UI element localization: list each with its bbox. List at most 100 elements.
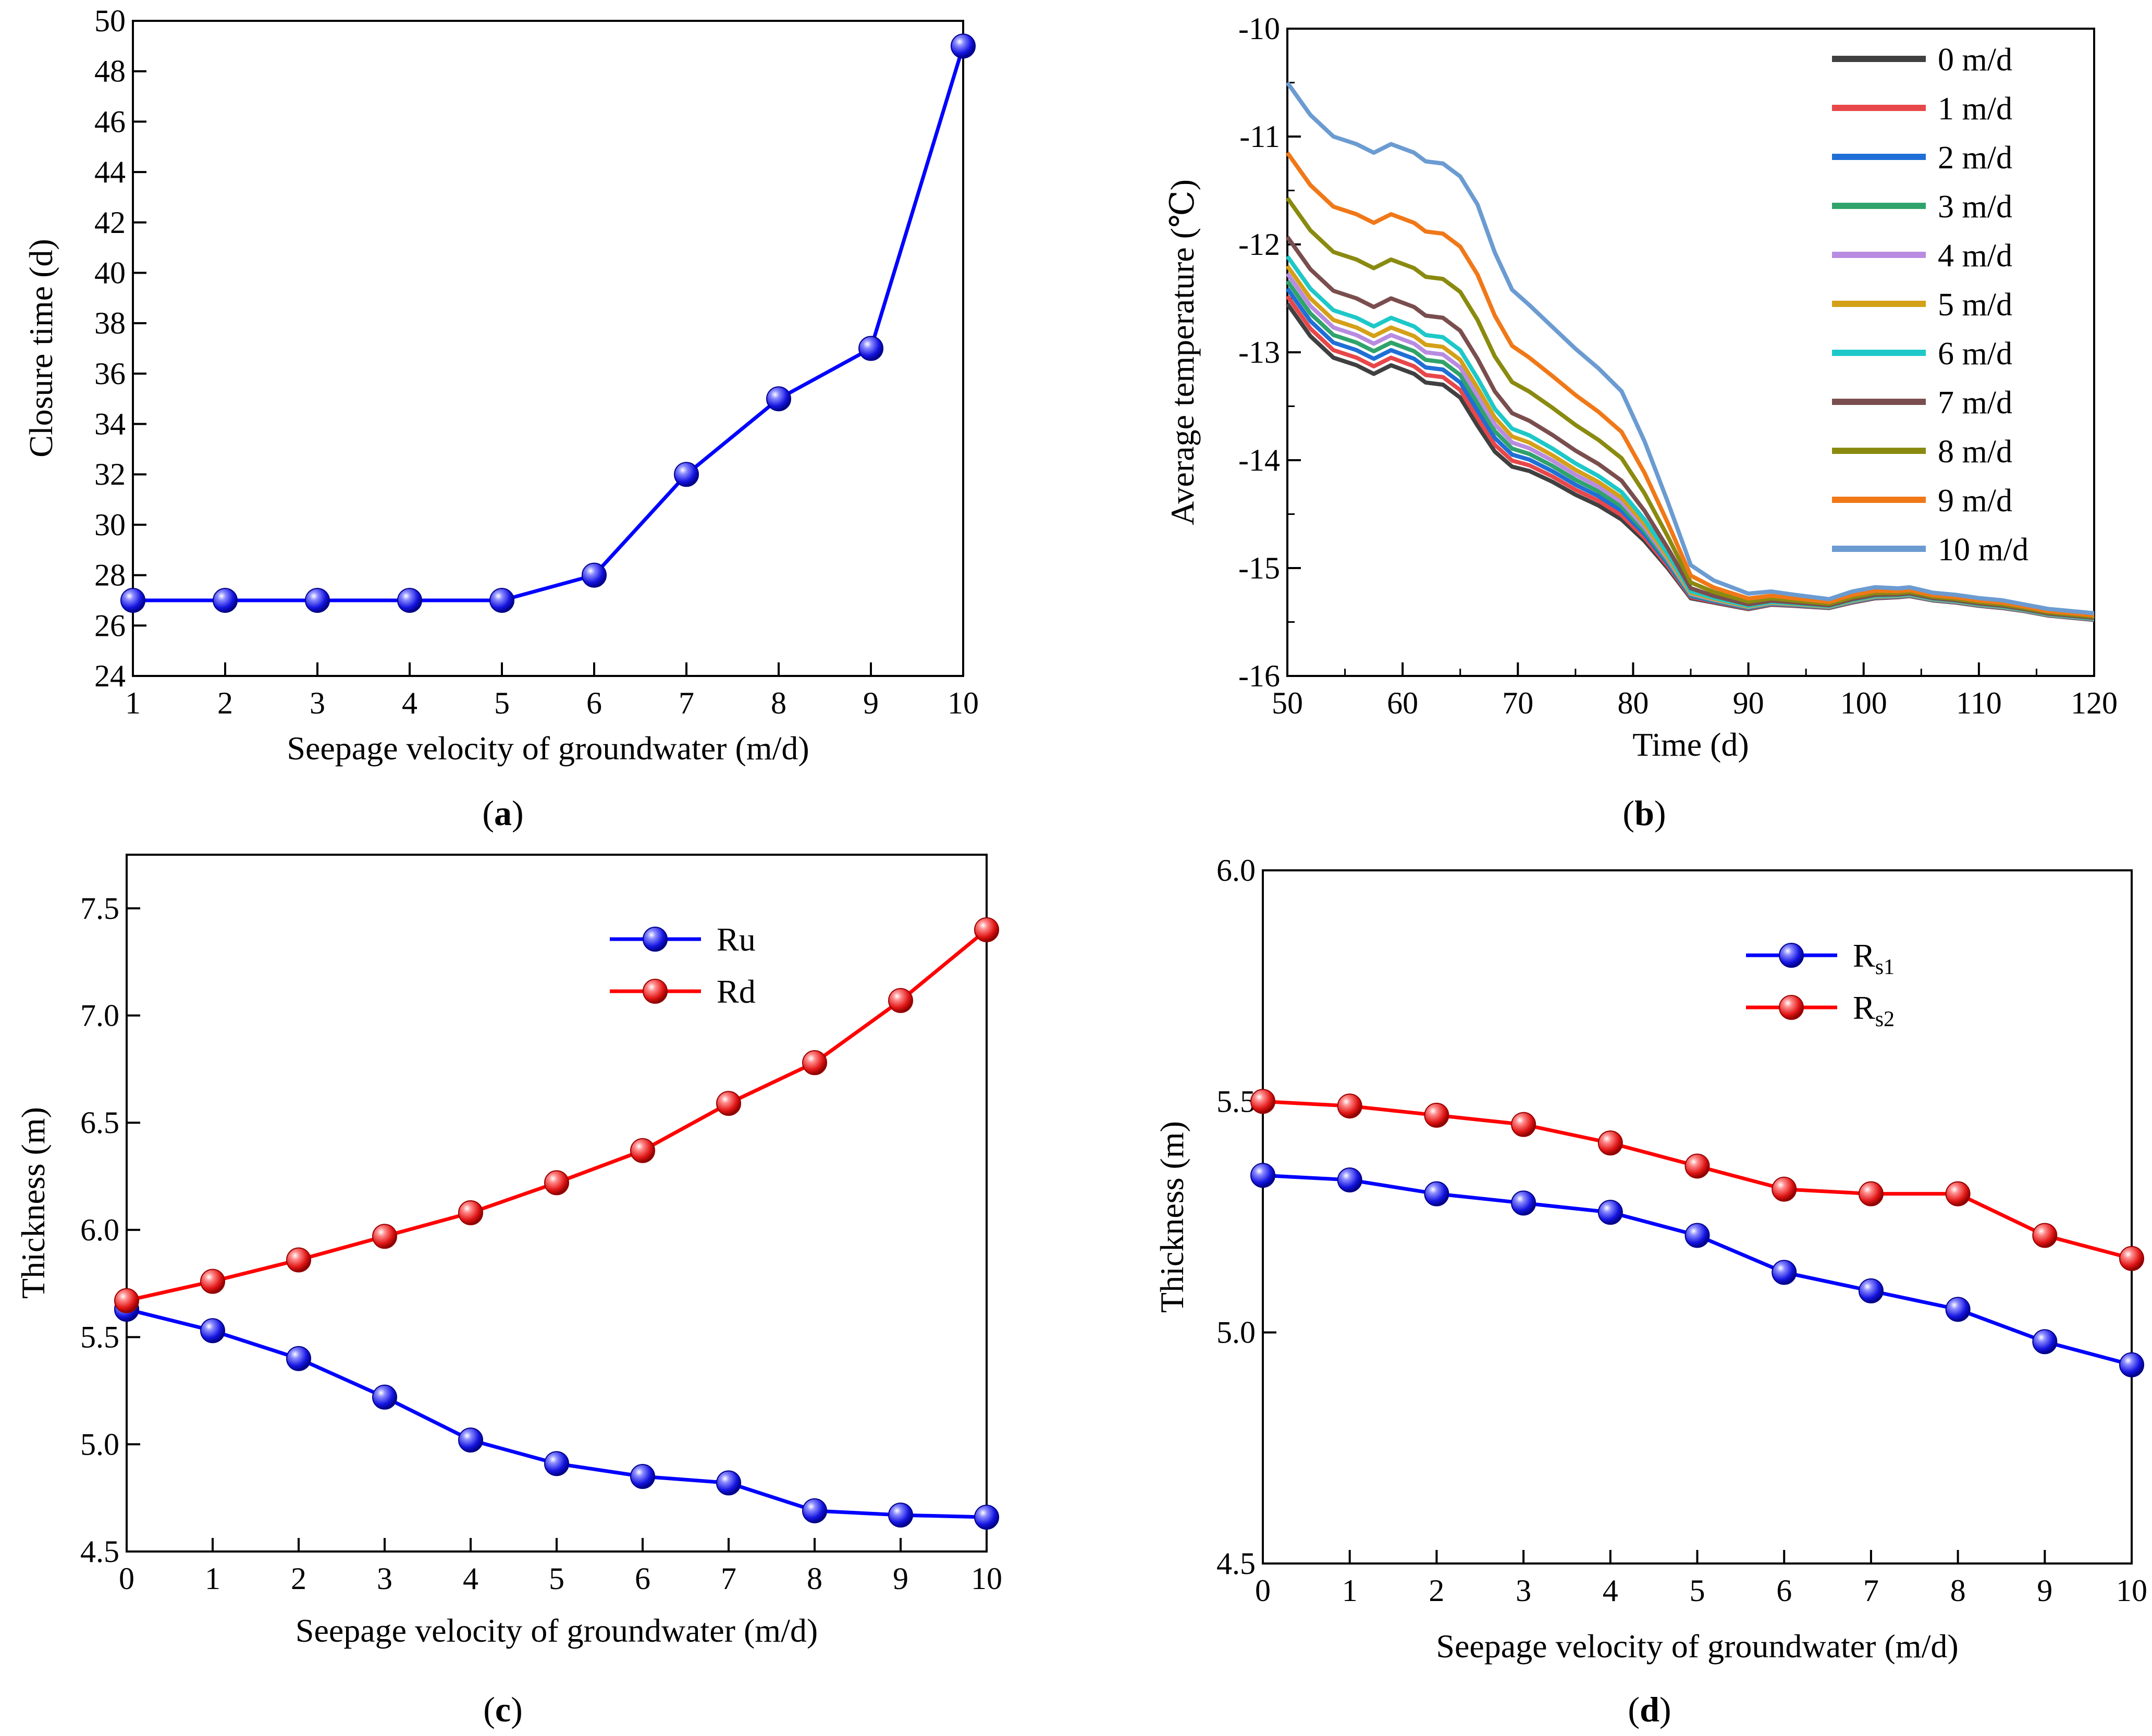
x-tick-label-b: 50 [1272,686,1303,720]
x-tick-label-c: 1 [205,1561,220,1596]
legend-label-c: Rd [717,973,756,1010]
x-tick-label-c: 4 [463,1561,478,1596]
data-point-d-Rs2 [1597,1130,1623,1156]
y-tick-label-a: 34 [94,407,126,441]
y-tick-label-a: 48 [94,54,126,89]
data-point-d-Rs2 [2119,1246,2144,1271]
panel-label-d: (d) [1628,1690,1671,1729]
data-point-c-Rd [974,917,999,942]
series-line-d-Rs1 [1262,1173,2132,1367]
legend-label-b: 8 m/d [1938,434,2012,470]
x-tick-label-a: 8 [771,686,786,720]
data-point-a-Closure time [582,562,607,588]
y-tick-label-a: 30 [94,508,126,542]
data-point-d-Rs2 [1858,1181,1884,1206]
x-tick-label-b: 80 [1617,686,1649,720]
y-tick-label-c: 6.5 [80,1105,119,1140]
series-line-c-Rd [126,928,988,1303]
plot-d: 0 1 2 3 4 5 6 7 8 9 10 4.5 5.0 5.5 6.0 Seepage velocity… [1153,853,2147,1665]
data-point-a-Closure time [397,587,422,613]
data-point-d-Rs2 [1337,1093,1362,1119]
plot-b: 50 60 70 80 90 100 110 120 -16 -15 -14 -13 -12 -11 -10… [1164,11,2118,763]
data-point-d-Rs2 [1772,1176,1797,1202]
x-tick-label-d: 6 [1776,1573,1792,1608]
panel-b: 50 60 70 80 90 100 110 120 -16 -15 -14 -13 -12 -11 -10… [1164,11,2118,833]
x-tick-label-a: 3 [310,686,325,720]
data-point-d-Rs1 [1424,1181,1449,1206]
y-tick-label-d: 4.5 [1216,1546,1256,1581]
x-tick-label-c: 5 [549,1561,564,1596]
x-tick-label-b: 60 [1387,686,1418,720]
x-tick-label-c: 0 [119,1561,134,1596]
x-tick-label-a: 10 [948,686,979,720]
data-point-a-Closure time [766,386,791,412]
data-point-a-Closure time [213,587,238,613]
legend-marker-c [643,979,668,1004]
legend-label-b: 3 m/d [1938,189,2012,225]
series-line-b-9 m/d [1285,151,2095,618]
data-point-d-Rs2 [2032,1223,2058,1248]
legend-label-b: 4 m/d [1938,238,2012,274]
x-tick-label-a: 6 [586,686,602,720]
data-point-c-Rd [372,1224,397,1249]
x-axis-label-c: Seepage velocity of groundwater (m/d) [296,1612,818,1649]
data-point-c-Ru [888,1503,913,1528]
legend-c: Ru Rd [610,921,756,1010]
data-point-d-Rs1 [1858,1278,1884,1303]
panel-a: 1 2 3 4 5 6 7 8 9 102426283032343638404244464850S… [22,4,979,833]
x-tick-label-a: 7 [679,686,694,720]
legend-label-d: Rs1 [1853,937,1895,979]
y-tick-label-a: 44 [94,155,126,189]
x-tick-label-c: 9 [893,1561,908,1596]
legend-label-b: 1 m/d [1938,91,2012,127]
data-point-c-Ru [630,1464,655,1489]
data-point-d-Rs1 [1597,1200,1623,1225]
data-point-a-Closure time [120,587,145,613]
x-tick-label-a: 2 [217,686,233,720]
y-tick-label-b: -16 [1238,659,1280,693]
legend-marker-c [643,927,668,952]
x-tick-label-b: 100 [1840,686,1887,720]
x-axis-label-b: Time (d) [1632,726,1749,763]
data-point-d-Rs1 [1945,1297,1971,1322]
x-tick-label-d: 7 [1863,1573,1879,1608]
y-tick-label-a: 28 [94,558,126,593]
x-tick-label-d: 10 [2116,1573,2147,1608]
legend-label-b: 2 m/d [1938,140,2012,176]
data-point-c-Rd [888,988,913,1013]
data-point-d-Rs2 [1945,1181,1971,1206]
x-tick-label-c: 7 [721,1561,736,1596]
data-point-c-Ru [458,1427,483,1453]
legend-label-b: 5 m/d [1938,287,2012,323]
y-tick-label-c: 6.0 [80,1213,119,1247]
data-point-c-Rd [200,1269,225,1294]
data-point-d-Rs1 [2032,1329,2058,1355]
legend-label-d: Rs2 [1853,989,1895,1031]
data-point-c-Ru [372,1384,397,1410]
x-tick-label-d: 3 [1516,1573,1531,1608]
data-point-c-Ru [974,1505,999,1530]
data-point-c-Ru [286,1346,311,1371]
legend-marker-d [1779,943,1804,968]
x-tick-label-a: 5 [494,686,510,720]
panel-d: 0 1 2 3 4 5 6 7 8 9 10 4.5 5.0 5.5 6.0 Seepage velocity… [1153,853,2147,1729]
axes-frame-c [126,854,988,1553]
data-point-d-Rs1 [1250,1163,1275,1188]
x-tick-label-c: 3 [377,1561,392,1596]
data-point-a-Closure time [858,336,883,361]
legend-label-c: Ru [717,921,756,958]
data-point-c-Ru [802,1498,827,1523]
data-point-c-Rd [630,1138,655,1163]
panel-label-a: (a) [482,793,523,833]
x-tick-label-c: 6 [635,1561,650,1596]
legend-label-b: 0 m/d [1938,42,2012,78]
y-tick-label-b: -12 [1238,227,1280,262]
data-point-c-Rd [458,1200,483,1226]
data-point-d-Rs1 [1684,1223,1710,1248]
data-point-c-Rd [544,1170,569,1196]
y-tick-label-a: 50 [94,4,126,38]
y-tick-label-c: 5.5 [80,1320,119,1355]
panel-label-b: (b) [1622,793,1666,833]
legend-label-b: 9 m/d [1938,483,2012,519]
